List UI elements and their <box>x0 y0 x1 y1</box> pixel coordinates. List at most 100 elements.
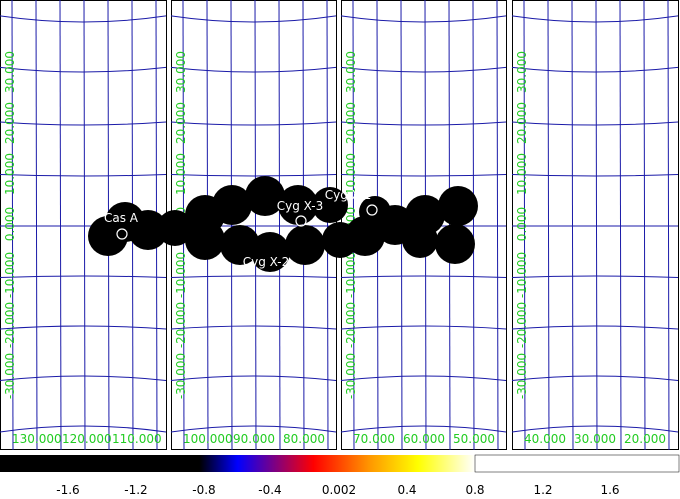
lat-label: 0.000 <box>3 207 17 241</box>
colorbar-tick-label: 1.6 <box>600 483 619 497</box>
colorbar-tick-label: 0.4 <box>397 483 416 497</box>
lat-label: 0.000 <box>515 207 529 241</box>
grid-line <box>278 0 281 451</box>
lon-label: 110.000 <box>112 432 162 446</box>
lon-label: 80.000 <box>283 432 325 446</box>
lat-label: 20.000 <box>174 102 188 144</box>
panel-frame <box>512 0 679 450</box>
grid-line <box>511 375 679 381</box>
source-marker <box>295 215 307 227</box>
source-label: Cas A <box>104 211 139 225</box>
lon-label: 50.000 <box>453 432 495 446</box>
lat-label: 20.000 <box>344 102 358 144</box>
grid-line <box>472 0 475 451</box>
grid-line <box>511 174 679 177</box>
grid-line <box>511 121 679 126</box>
lon-label: 30.000 <box>574 432 616 446</box>
grid-line <box>511 15 679 23</box>
source-label: Cyg X-1 <box>325 188 372 202</box>
grid-line <box>523 0 526 451</box>
grid-line <box>340 325 507 330</box>
lon-label: 90.000 <box>233 432 275 446</box>
lat-label: 30.000 <box>174 51 188 93</box>
source-marker <box>366 204 378 216</box>
grid-line <box>667 0 670 451</box>
grid-line <box>511 275 679 278</box>
panel: 30.000 20.000 10.000 0.000 -10.000 -20.000 -30… <box>511 0 679 451</box>
grid-line <box>326 0 329 451</box>
grid-line <box>59 0 62 451</box>
colorbar-tail <box>474 454 680 473</box>
grid-line <box>340 15 507 23</box>
lat-label: -10.000 <box>3 252 17 298</box>
grid-line <box>511 425 679 433</box>
colorbar-tick-label: 0.8 <box>465 483 484 497</box>
lon-label: 40.000 <box>524 432 566 446</box>
source-label: Cyg X-3 <box>277 199 324 213</box>
grid-line <box>170 275 337 278</box>
grid-line <box>0 174 167 177</box>
lat-label: -30.000 <box>174 353 188 399</box>
lat-label: -30.000 <box>344 353 358 399</box>
source-marker <box>116 228 128 240</box>
source-label: Cyg X-2 <box>243 255 290 269</box>
grid-line <box>0 425 167 433</box>
grid-line <box>170 15 337 23</box>
colorbar-tick-label: 1.2 <box>533 483 552 497</box>
lat-label: -10.000 <box>515 252 529 298</box>
grid-line <box>340 66 507 73</box>
lat-label: 20.000 <box>3 102 17 144</box>
grid-line <box>170 325 337 330</box>
grid-line <box>11 0 14 451</box>
colorbar-tick-label: -0.4 <box>258 483 281 497</box>
grid-line <box>0 15 167 23</box>
grid-line <box>35 0 38 451</box>
lon-label: 100.000 <box>183 432 233 446</box>
lon-label: 20.000 <box>624 432 666 446</box>
lon-label: 70.000 <box>353 432 395 446</box>
colorbar-tick-label: -0.8 <box>192 483 215 497</box>
lat-label: -20.000 <box>174 302 188 348</box>
lat-label: 30.000 <box>515 51 529 93</box>
grid-line <box>0 275 167 278</box>
grid-line <box>170 174 337 177</box>
sources: Cas A Cyg X-3 Cyg X-2 Cyg X-1 <box>104 188 378 269</box>
grid-line <box>0 375 167 381</box>
lat-label: -30.000 <box>3 353 17 399</box>
grid-line <box>170 121 337 126</box>
lon-label: 60.000 <box>403 432 445 446</box>
lat-label: 20.000 <box>515 102 529 144</box>
grid-line <box>571 0 574 451</box>
grid-line <box>0 121 167 126</box>
emission-blobs <box>88 176 478 272</box>
lat-label: 10.000 <box>344 153 358 195</box>
lat-label: -30.000 <box>515 353 529 399</box>
lat-label: 10.000 <box>515 153 529 195</box>
lat-label: 10.000 <box>174 153 188 195</box>
colorbar-labels: -1.6 -1.2 -0.8 -0.4 0.002 0.4 0.8 1.2 1.6 <box>56 483 619 497</box>
lon-label: 120.000 <box>62 432 112 446</box>
grid-line <box>340 121 507 126</box>
grid-line <box>511 66 679 73</box>
colorbar-tick-label: -1.6 <box>56 483 79 497</box>
grid-line <box>547 0 550 451</box>
grid-line <box>83 0 86 451</box>
colorbar-tick-label: 0.002 <box>322 483 356 497</box>
grid-line <box>340 275 507 278</box>
colorbar-tick-label: -1.2 <box>124 483 147 497</box>
grid-line <box>643 0 646 451</box>
grid-line <box>170 66 337 73</box>
grid-line <box>340 174 507 177</box>
grid-line <box>340 425 507 433</box>
lon-label: 130.000 <box>12 432 62 446</box>
lat-label: -10.000 <box>174 252 188 298</box>
grid-line <box>170 425 337 433</box>
grid-line <box>340 375 507 381</box>
lat-label: 30.000 <box>3 51 17 93</box>
grid-line <box>0 325 167 330</box>
colorbar <box>0 455 475 472</box>
lat-label: -10.000 <box>344 252 358 298</box>
grid-line <box>511 325 679 330</box>
lat-label: 10.000 <box>3 153 17 195</box>
grid-line <box>496 0 499 451</box>
